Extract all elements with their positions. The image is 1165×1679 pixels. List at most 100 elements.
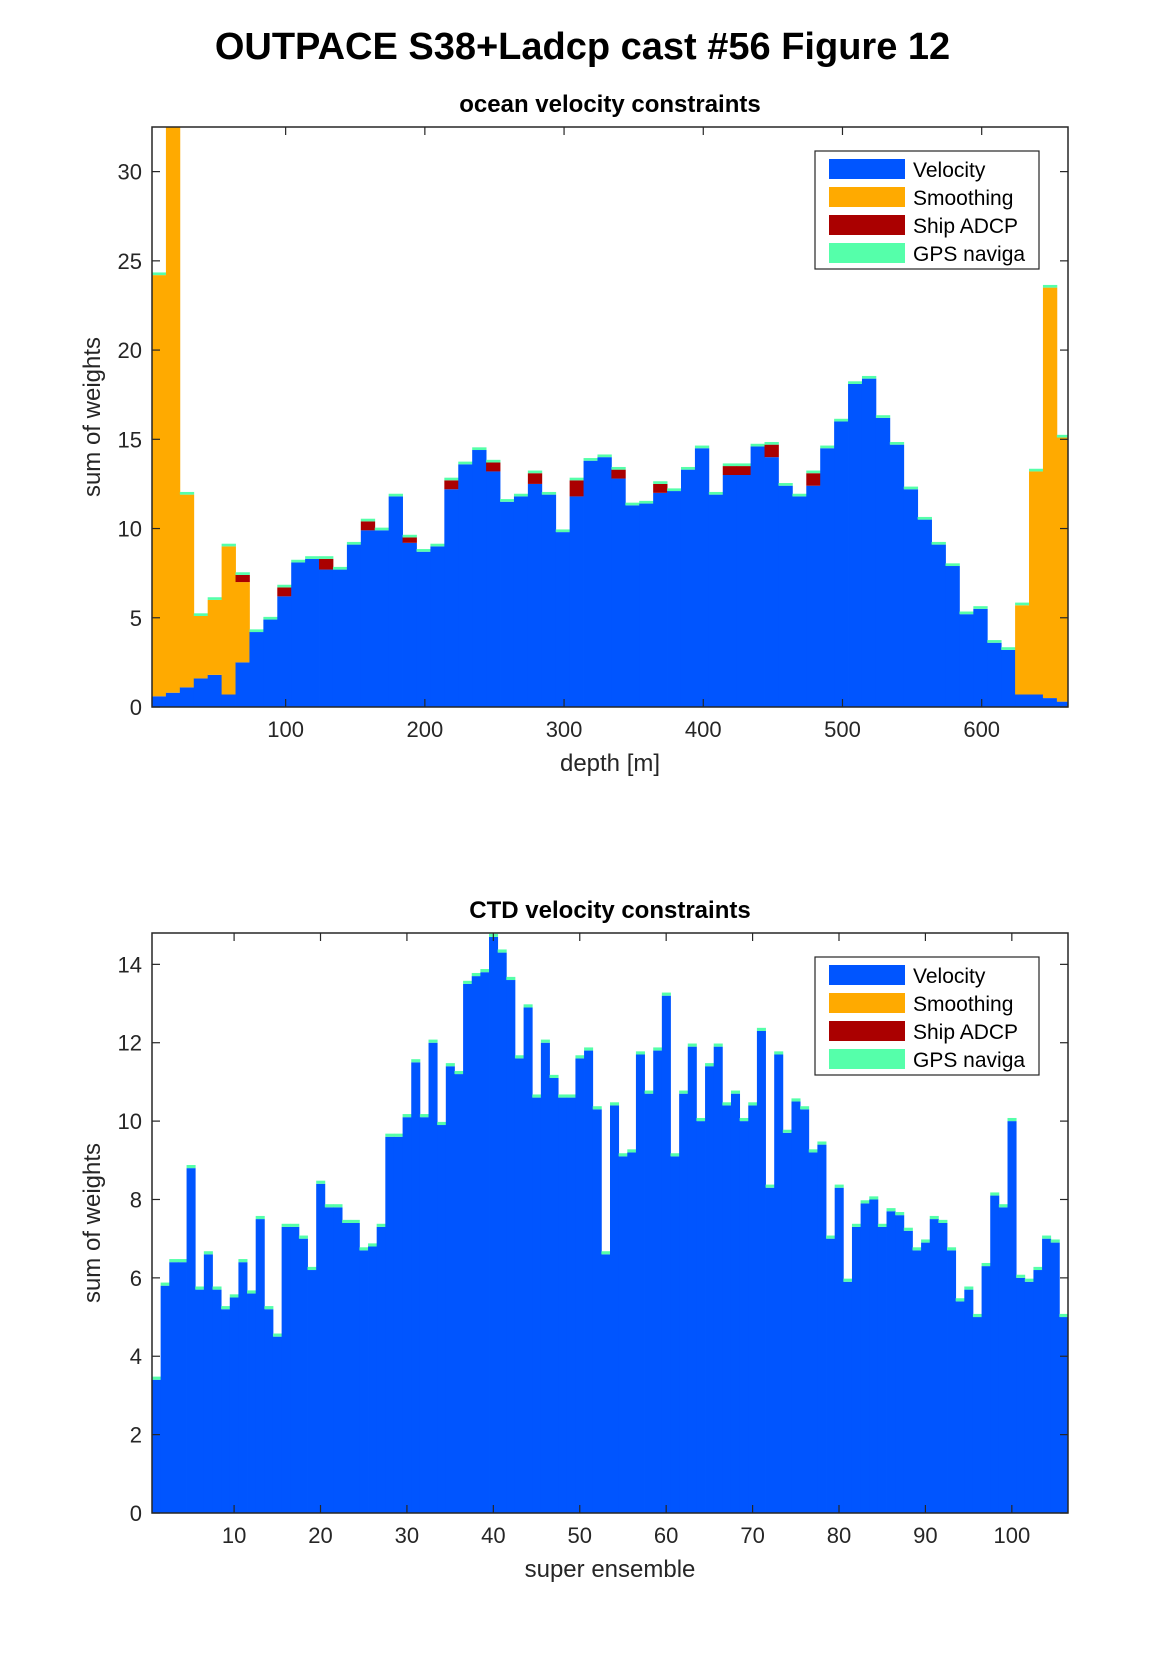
bar-velocity <box>973 608 988 707</box>
bar-gps-naviga <box>281 1223 291 1227</box>
bar-velocity <box>558 1097 568 1513</box>
bar-gps-naviga <box>445 1063 455 1067</box>
bar-velocity <box>319 569 334 707</box>
bar-velocity <box>541 494 557 707</box>
bar-gps-naviga <box>193 613 209 616</box>
bar-velocity <box>569 496 584 707</box>
bar-velocity <box>307 1270 317 1513</box>
bar-gps-naviga <box>177 1259 187 1263</box>
bar-gps-naviga <box>750 443 765 447</box>
ctd-velocity-ticks: 10 20 30 40 50 60 70 80 90 100 0 2 4 6 8 10 12 14 <box>118 933 1068 1548</box>
bar-gps-naviga <box>463 980 473 984</box>
bar-gps-naviga <box>808 1149 818 1153</box>
bar-velocity <box>618 1156 628 1513</box>
bar-velocity <box>938 1223 948 1513</box>
bar-gps-naviga <box>635 1051 645 1055</box>
bar-gps-naviga <box>680 466 696 470</box>
y-tick-label: 14 <box>118 952 142 977</box>
bar-velocity <box>169 1262 179 1513</box>
bar-gps-naviga <box>679 1090 689 1094</box>
bar-gps-naviga <box>756 1027 766 1031</box>
bar-velocity <box>428 1042 438 1513</box>
bar-velocity <box>817 1144 827 1513</box>
bar-gps-naviga <box>964 1286 974 1290</box>
bar-velocity <box>385 1136 395 1513</box>
legend-entry: Smoothing <box>913 187 1013 210</box>
y-tick-label: 30 <box>118 160 142 185</box>
y-tick-label: 12 <box>118 1031 142 1056</box>
bar-gps-naviga <box>739 1117 749 1122</box>
bar-velocity <box>851 1226 862 1513</box>
bar-velocity <box>290 1226 300 1513</box>
bar-velocity <box>555 532 571 707</box>
bar-velocity <box>990 1195 1000 1513</box>
bar-velocity <box>388 496 403 707</box>
bar-gps-naviga <box>1024 1278 1034 1282</box>
bar-ship-adcp <box>277 587 292 597</box>
bar-velocity <box>736 475 752 707</box>
bar-gps-naviga <box>290 1223 300 1227</box>
bar-velocity <box>1016 1277 1026 1513</box>
bar-gps-naviga <box>212 1286 222 1290</box>
bar-velocity <box>160 1285 170 1513</box>
bar-gps-naviga <box>152 272 167 276</box>
bar-gps-naviga <box>1042 284 1058 288</box>
bar-velocity <box>212 1289 222 1513</box>
bar-gps-naviga <box>820 445 835 449</box>
bar-gps-naviga <box>229 1294 239 1298</box>
bar-velocity <box>235 662 250 707</box>
bar-gps-naviga <box>611 466 626 470</box>
bar-gps-naviga <box>765 1184 775 1188</box>
bar-gps-naviga <box>625 502 640 506</box>
bar-velocity <box>281 1226 291 1513</box>
bar-gps-naviga <box>826 1235 836 1239</box>
bar-velocity <box>549 1078 559 1513</box>
bar-velocity <box>834 421 849 707</box>
x-tick-label: 100 <box>267 717 304 742</box>
bar-gps-naviga <box>929 1215 939 1220</box>
bar-velocity <box>782 1132 792 1513</box>
bar-gps-naviga <box>583 458 598 461</box>
bar-gps-naviga <box>1001 647 1016 650</box>
bar-gps-naviga <box>411 1059 421 1063</box>
bar-ship-adcp <box>569 480 584 497</box>
bar-gps-naviga <box>843 1278 853 1282</box>
bar-gps-naviga <box>471 972 481 977</box>
figure-title: OUTPACE S38+Ladcp cast #56 Figure 12 <box>214 26 951 68</box>
bar-ship-adcp <box>235 574 250 583</box>
bar-velocity <box>454 1074 464 1513</box>
bar-gps-naviga <box>458 461 473 465</box>
bar-gps-naviga <box>472 447 487 451</box>
bar-velocity <box>298 1238 308 1513</box>
bar-gps-naviga <box>730 1090 741 1094</box>
bar-velocity <box>445 1066 455 1513</box>
x-tick-label: 80 <box>827 1523 851 1548</box>
legend-entry: Ship ADCP <box>913 1021 1018 1044</box>
bar-gps-naviga <box>319 556 334 559</box>
x-tick-label: 100 <box>993 1523 1030 1548</box>
x-tick-label: 40 <box>481 1523 505 1548</box>
bar-velocity <box>152 696 167 707</box>
bar-ship-adcp <box>806 473 821 486</box>
bar-gps-naviga <box>385 1133 395 1137</box>
bar-velocity <box>393 1136 404 1513</box>
bar-gps-naviga <box>851 1223 862 1227</box>
y-tick-label: 15 <box>118 427 142 452</box>
x-tick-label: 50 <box>568 1523 592 1548</box>
bar-velocity <box>480 972 490 1513</box>
bar-velocity <box>368 1246 378 1513</box>
bar-velocity <box>203 1254 213 1513</box>
bar-gps-naviga <box>1029 468 1044 472</box>
x-tick-label: 300 <box>546 717 583 742</box>
bar-velocity <box>756 1030 766 1513</box>
bar-velocity <box>886 1211 896 1513</box>
bar-velocity <box>430 546 445 707</box>
bar-smoothing <box>1056 437 1068 702</box>
bar-velocity <box>895 1215 905 1513</box>
bar-velocity <box>500 501 515 707</box>
bar-gps-naviga <box>514 1055 524 1059</box>
bar-ship-adcp <box>486 462 501 472</box>
bar-velocity <box>1056 701 1068 707</box>
bar-gps-naviga <box>627 1149 637 1153</box>
bar-gps-naviga <box>618 1153 628 1157</box>
